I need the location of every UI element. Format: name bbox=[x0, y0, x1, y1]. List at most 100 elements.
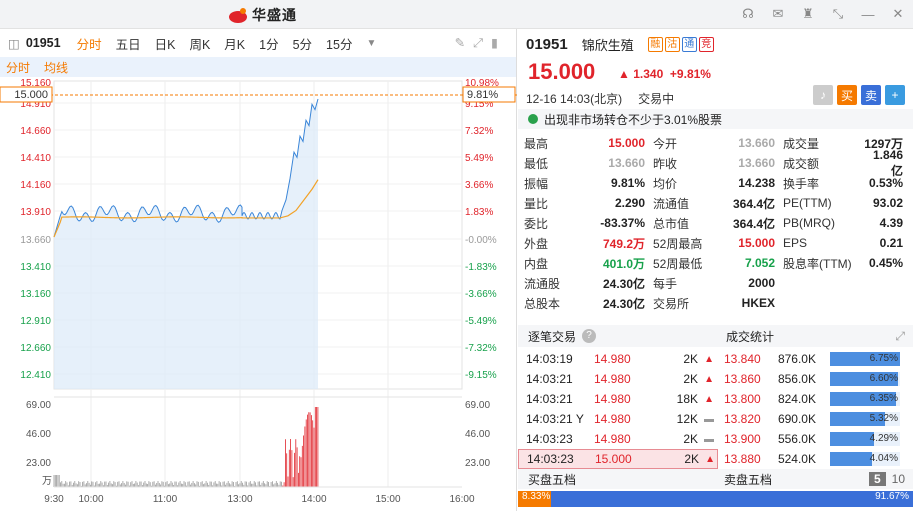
mail-icon[interactable]: ✉ bbox=[772, 6, 784, 21]
time-tick: 11:00 bbox=[153, 494, 178, 505]
stat-value: 4.39 bbox=[879, 216, 903, 230]
badge-auction: 竞 bbox=[698, 37, 714, 52]
price-tick: 14.910 bbox=[20, 99, 51, 110]
stat-label: 今开 bbox=[653, 136, 678, 151]
indicator-intraday[interactable]: 分时 bbox=[6, 60, 31, 75]
last-price: 15.000 bbox=[528, 59, 596, 84]
stat-value: 13.660 bbox=[738, 156, 775, 170]
stat-value: 14.238 bbox=[738, 176, 775, 190]
stat-label: PB(MRQ) bbox=[783, 216, 835, 230]
stat-label: 交易所 bbox=[653, 296, 690, 311]
notice-bar[interactable]: 出现非市场转仓不少于3.01%股票 bbox=[518, 109, 913, 129]
price-area bbox=[54, 98, 318, 390]
stat-value: 364.4亿 bbox=[732, 216, 775, 231]
up-arrow-icon: ▲ bbox=[704, 373, 714, 385]
stat-label: 量比 bbox=[524, 196, 549, 211]
volume-tick: 46.00 bbox=[465, 429, 490, 440]
stat-label: 最低 bbox=[524, 156, 549, 171]
order-ratio-bar: 8.33% 91.67% bbox=[518, 491, 913, 507]
shirt-icon[interactable]: ♜ bbox=[802, 6, 814, 21]
tab-1min[interactable]: 1分 bbox=[259, 37, 279, 52]
stat-value: 24.30亿 bbox=[602, 276, 645, 291]
time-tick: 9:30 bbox=[44, 494, 64, 505]
order-book-header: 买盘五档 卖盘五档 5 10 bbox=[518, 469, 913, 489]
headset-icon[interactable]: ☊ bbox=[742, 6, 754, 21]
stat-value: 13.660 bbox=[738, 136, 775, 150]
stat-label: 每手 bbox=[653, 276, 678, 291]
tab-5day[interactable]: 五日 bbox=[115, 37, 141, 52]
stats-table: 最高 15.000 今开 13.660 成交量 1297万 最低 13.660 昨收 13.660… bbox=[524, 133, 909, 313]
dist-row: 13.820 690.0K 5.32% bbox=[724, 412, 900, 426]
volume-distribution: 13.840 876.0K 6.75% 13.860 856.0K 6.60% 13.800… bbox=[724, 349, 913, 469]
bell-icon[interactable]: ♪ bbox=[813, 85, 833, 105]
market-status: 交易中 bbox=[638, 92, 675, 106]
trade-row: 14:03:21 Y 14.980 12K ▬ bbox=[526, 412, 714, 426]
title-bar: 华盛通 ☊ ✉ ♜ ⤡ — ✕ bbox=[0, 0, 913, 29]
depth-5-button[interactable]: 5 bbox=[868, 472, 886, 486]
price-line bbox=[53, 98, 319, 238]
quote-panel: 01951 锦欣生殖 融沽通竞 15.000 ▲ 1.340 +9.81% 12… bbox=[518, 29, 913, 511]
quote-name: 锦欣生殖 bbox=[581, 37, 634, 53]
stat-row: 内盘 401.0万 52周最低 7.052 股息率(TTM) 0.45% bbox=[524, 253, 909, 273]
tab-intraday[interactable]: 分时 bbox=[76, 37, 102, 52]
status-dot-icon bbox=[528, 114, 538, 124]
tab-daily[interactable]: 日K bbox=[154, 37, 176, 52]
stat-value: 0.45% bbox=[868, 256, 903, 270]
tab-weekly[interactable]: 周K bbox=[189, 37, 211, 52]
help-icon[interactable]: ? bbox=[582, 329, 597, 343]
price-tick: 13.660 bbox=[20, 235, 51, 246]
logo-icon bbox=[229, 8, 247, 23]
dist-row: 13.880 524.0K 4.04% bbox=[724, 452, 900, 466]
chart-panel: ◫ 01951 分时 五日 日K 周K 月K 1分 5分 15分 ▼ ✎⤢▮ 分… bbox=[0, 29, 517, 511]
quote-code: 01951 bbox=[526, 35, 568, 53]
close-icon[interactable]: ✕ bbox=[892, 6, 904, 21]
trade-list: 14:03:19 14.980 2K ▲ 14:03:21 14.980 2K ▲ 14:03:… bbox=[518, 349, 718, 469]
stat-value: 364.4亿 bbox=[732, 196, 775, 211]
stat-label: 流通股 bbox=[524, 276, 561, 291]
indicator-average[interactable]: 均线 bbox=[44, 60, 69, 75]
volume-tick: 69.00 bbox=[26, 400, 51, 411]
stat-value: 13.660 bbox=[608, 156, 645, 170]
trade-row: 14:03:21 14.980 18K ▲ bbox=[526, 392, 714, 406]
time-tick: 13:00 bbox=[227, 494, 252, 505]
percent-tick: -5.49% bbox=[465, 316, 497, 327]
buy-button[interactable]: 买 bbox=[837, 85, 857, 105]
volume-tick: 46.00 bbox=[26, 429, 51, 440]
percent-tick: -1.83% bbox=[465, 262, 497, 273]
trade-row: 14:03:21 14.980 2K ▲ bbox=[526, 372, 714, 386]
tab-monthly[interactable]: 月K bbox=[224, 37, 246, 52]
price-change: ▲ 1.340 +9.81% bbox=[618, 67, 711, 81]
sell-button[interactable]: 卖 bbox=[861, 85, 881, 105]
stat-label: 成交额 bbox=[783, 156, 820, 171]
trades-title[interactable]: 逐笔交易 bbox=[528, 329, 577, 344]
stat-row: 最低 13.660 昨收 13.660 成交额 1.846亿 bbox=[524, 148, 909, 178]
expand-icon[interactable]: ⤢ bbox=[895, 328, 905, 343]
stat-row: 振幅 9.81% 均价 14.238 换手率 0.53% bbox=[524, 173, 909, 193]
stat-label: 昨收 bbox=[653, 156, 678, 171]
panel-toggle-icon[interactable]: ◫ bbox=[8, 36, 20, 51]
stat-label: 振幅 bbox=[524, 176, 549, 191]
dist-title[interactable]: 成交统计 bbox=[726, 329, 775, 344]
tab-15min[interactable]: 15分 bbox=[326, 37, 353, 52]
current-price-label: 15.000 bbox=[14, 89, 48, 101]
price-tick: 14.160 bbox=[20, 180, 51, 191]
tab-5min[interactable]: 5分 bbox=[292, 37, 313, 52]
collapse-icon[interactable]: ⤡ bbox=[832, 6, 844, 21]
intraday-chart[interactable]: 15.160 10.98% 14.910 9.15% 14.660 7.32% 14.410… bbox=[0, 77, 517, 511]
stat-label: 最高 bbox=[524, 136, 549, 151]
volume-tick: 69.00 bbox=[465, 400, 490, 411]
add-watchlist-button[interactable]: + bbox=[885, 85, 905, 105]
chevron-down-icon[interactable]: ▼ bbox=[366, 37, 377, 49]
time-tick: 16:00 bbox=[449, 494, 474, 505]
depth-10-button[interactable]: 10 bbox=[891, 472, 905, 486]
chart-tool-icons[interactable]: ✎⤢▮ bbox=[454, 36, 506, 50]
volume-tick: 23.00 bbox=[465, 458, 490, 469]
price-tick: 13.160 bbox=[20, 289, 51, 300]
price-tick: 13.410 bbox=[20, 262, 51, 273]
percent-tick: 3.66% bbox=[465, 180, 493, 191]
up-arrow-icon: ▲ bbox=[704, 353, 714, 365]
trade-row: 14:03:19 14.980 2K ▲ bbox=[526, 352, 714, 366]
sell-ratio: 91.67% bbox=[550, 491, 913, 507]
indicator-bar: 分时 均线 bbox=[0, 57, 516, 77]
minimize-icon[interactable]: — bbox=[861, 6, 875, 22]
